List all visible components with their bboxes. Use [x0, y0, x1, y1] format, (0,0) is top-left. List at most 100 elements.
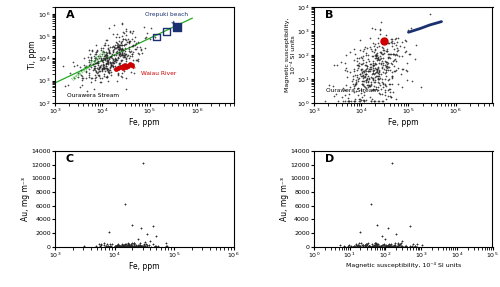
- Point: [163, 244, 171, 249]
- Point: [406, 52, 413, 56]
- Point: [126, 242, 134, 246]
- Point: [366, 244, 374, 249]
- Point: [78, 76, 86, 80]
- Point: [363, 75, 371, 80]
- Point: [105, 56, 113, 61]
- Point: [382, 63, 390, 68]
- Point: [126, 243, 134, 248]
- Point: [348, 78, 356, 83]
- Point: [102, 54, 110, 59]
- Point: [114, 55, 122, 59]
- Point: [384, 243, 392, 248]
- Point: [406, 244, 414, 249]
- Point: [402, 244, 409, 249]
- Point: [386, 245, 394, 249]
- Point: [399, 245, 407, 249]
- Point: [375, 67, 383, 72]
- Point: [352, 89, 360, 93]
- Point: [391, 243, 399, 247]
- Point: [368, 63, 376, 67]
- Point: [96, 73, 104, 77]
- Point: [129, 49, 137, 54]
- Point: [78, 67, 86, 72]
- Point: [414, 242, 422, 246]
- Point: [92, 43, 100, 48]
- Point: [99, 58, 107, 62]
- Point: [88, 76, 96, 81]
- Point: [360, 89, 368, 94]
- Point: [384, 88, 392, 93]
- Point: [101, 53, 109, 57]
- Point: [129, 245, 137, 249]
- Point: [122, 244, 130, 249]
- Point: [370, 72, 378, 76]
- Point: [349, 245, 357, 249]
- Point: [105, 49, 113, 54]
- Point: [121, 52, 129, 57]
- Point: [355, 97, 363, 101]
- Point: [96, 68, 104, 73]
- Point: [414, 244, 422, 249]
- Point: [372, 74, 380, 79]
- Point: [366, 84, 374, 88]
- Point: [130, 29, 138, 34]
- Point: [390, 68, 398, 73]
- Point: [112, 67, 120, 72]
- Point: [114, 244, 122, 248]
- Point: [402, 243, 410, 248]
- Point: [392, 96, 400, 101]
- Point: [114, 244, 122, 248]
- Point: [105, 57, 113, 62]
- Point: [380, 244, 388, 249]
- Point: [346, 70, 354, 74]
- Point: [398, 53, 406, 58]
- Point: [391, 53, 399, 57]
- Point: [368, 61, 376, 65]
- Point: [341, 61, 349, 66]
- Point: [398, 85, 406, 89]
- Point: [394, 241, 402, 246]
- Text: C: C: [66, 154, 74, 164]
- Point: [380, 51, 388, 56]
- Point: [360, 72, 368, 76]
- Point: [398, 244, 406, 249]
- X-axis label: Magnetic susceptibility, 10⁻⁴ SI units: Magnetic susceptibility, 10⁻⁴ SI units: [346, 262, 461, 268]
- Point: [91, 56, 99, 60]
- Point: [384, 55, 392, 59]
- Point: [74, 63, 82, 68]
- Point: [364, 69, 372, 73]
- Point: [110, 58, 118, 62]
- Point: [377, 61, 385, 65]
- Point: [133, 244, 141, 249]
- Point: [384, 244, 392, 248]
- Point: [124, 243, 132, 248]
- Point: [114, 44, 122, 49]
- Point: [398, 245, 406, 249]
- Point: [384, 82, 392, 86]
- Point: [354, 244, 362, 249]
- Point: [80, 56, 88, 61]
- Point: [366, 79, 374, 84]
- Point: [387, 95, 395, 99]
- Point: [117, 52, 125, 57]
- Point: [382, 83, 390, 88]
- Point: [349, 82, 357, 86]
- Point: [364, 79, 372, 84]
- Point: [74, 75, 82, 80]
- Point: [366, 244, 374, 249]
- Point: [380, 245, 388, 249]
- Point: [119, 48, 127, 53]
- Point: [410, 56, 418, 61]
- Point: [104, 46, 112, 51]
- Point: [367, 83, 375, 87]
- Point: [138, 244, 146, 249]
- Point: [102, 63, 110, 68]
- Point: [352, 82, 360, 86]
- Point: [384, 65, 392, 70]
- Point: [372, 244, 380, 249]
- Point: [375, 61, 383, 65]
- Point: [162, 29, 170, 34]
- Point: [152, 245, 160, 249]
- Point: [384, 61, 392, 66]
- Point: [374, 244, 382, 249]
